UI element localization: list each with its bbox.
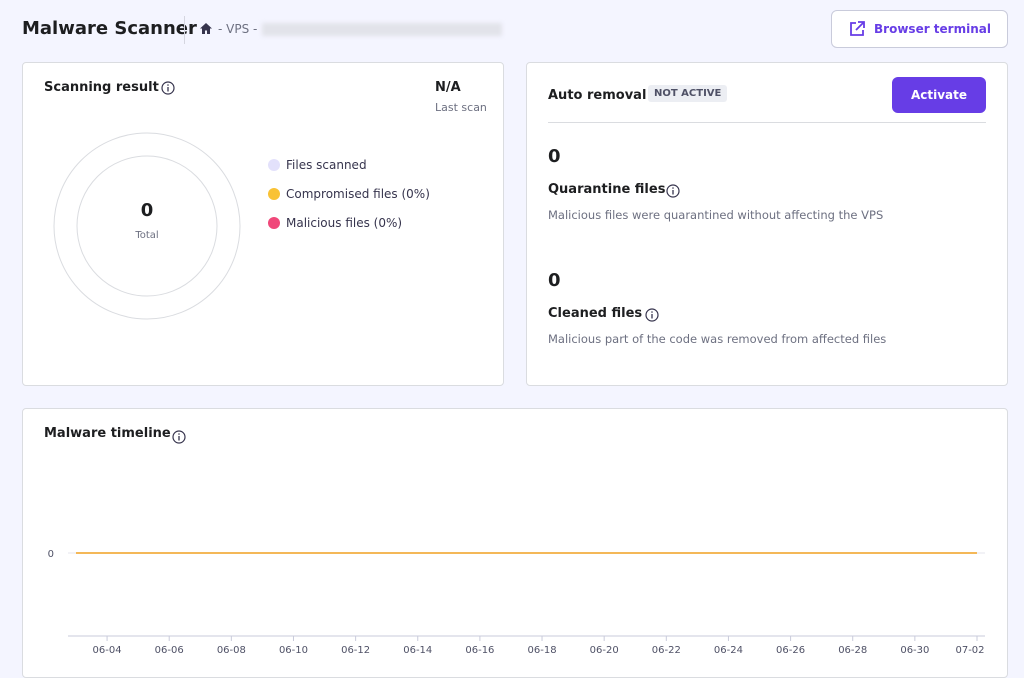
last-scan-label: Last scan [435,101,487,114]
timeline-card: Malware timeline [22,408,1008,678]
x-tick-label: 07-02 [955,645,984,656]
x-tick-label: 06-14 [403,645,432,656]
quarantine-count: 0 [548,146,561,167]
activate-button[interactable]: Activate [892,77,986,113]
x-tick-label: 06-22 [652,645,681,656]
x-tick-label: 06-26 [776,645,805,656]
card-title: Scanning result [44,80,159,95]
cleaned-count: 0 [548,270,561,291]
page-title: Malware Scanner [22,18,197,39]
browser-terminal-button[interactable]: Browser terminal [831,10,1008,48]
x-tick-label: 06-04 [93,645,122,656]
scanning-result-card: Scanning result N/A Last scan 0 Total Fi… [22,62,504,386]
breadcrumb[interactable]: - VPS - [218,22,258,36]
external-icon [850,21,865,36]
y-tick-label: 0 [48,549,54,560]
legend-dot [268,217,280,229]
legend-label: Compromised files (0%) [286,187,430,201]
info-icon[interactable] [172,430,186,444]
legend-dot [268,159,280,171]
x-tick-label: 06-08 [217,645,246,656]
auto-removal-card: Auto removal NOT ACTIVE Activate 0 Quara… [526,62,1008,386]
card-title: Malware timeline [44,426,171,441]
card-title: Auto removal [548,88,647,103]
cleaned-description: Malicious part of the code was removed f… [548,332,887,346]
last-scan-value: N/A [435,80,461,95]
legend-dot [268,188,280,200]
x-tick-label: 06-30 [900,645,929,656]
total-count: 0 [140,200,154,221]
x-tick-label: 06-24 [714,645,743,656]
info-icon[interactable] [645,308,659,322]
x-tick-label: 06-10 [279,645,308,656]
donut [53,132,241,320]
legend-label: Files scanned [286,158,367,172]
cleaned-title: Cleaned files [548,306,643,321]
divider [184,16,185,44]
x-tick-label: 06-18 [528,645,557,656]
button-label: Browser terminal [874,22,991,36]
separator [548,122,986,123]
info-icon[interactable] [161,81,175,95]
quarantine-description: Malicious files were quarantined without… [548,208,884,222]
info-icon[interactable] [666,184,680,198]
status-badge: NOT ACTIVE [648,85,728,102]
blurred-hostname [262,23,502,36]
x-tick-label: 06-16 [465,645,494,656]
x-tick-label: 06-06 [155,645,184,656]
home-icon[interactable] [199,22,213,35]
legend-label: Malicious files (0%) [286,216,403,230]
x-tick-label: 06-28 [838,645,867,656]
x-tick-label: 06-20 [590,645,619,656]
total-label: Total [135,230,159,241]
x-tick-label: 06-12 [341,645,370,656]
quarantine-title: Quarantine files [548,182,666,197]
